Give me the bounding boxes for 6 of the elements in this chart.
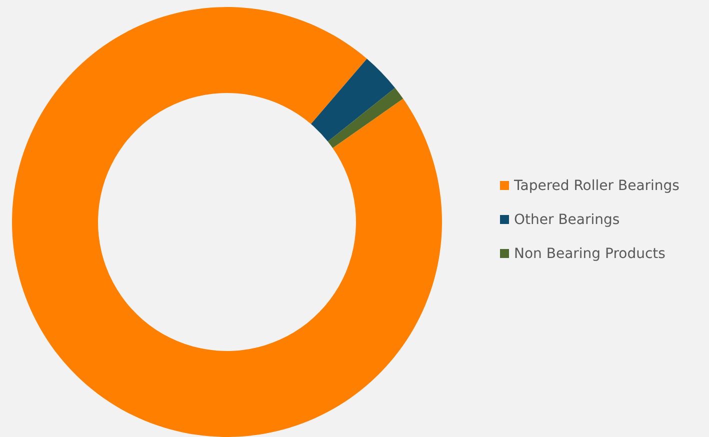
- donut-slice: [328, 88, 404, 148]
- donut-slice: [12, 7, 442, 437]
- legend-label: Tapered Roller Bearings: [513, 178, 680, 194]
- legend-label: Non Bearing Products: [514, 246, 666, 262]
- legend-label: Other Bearings: [514, 212, 620, 228]
- donut-slice: [310, 58, 396, 142]
